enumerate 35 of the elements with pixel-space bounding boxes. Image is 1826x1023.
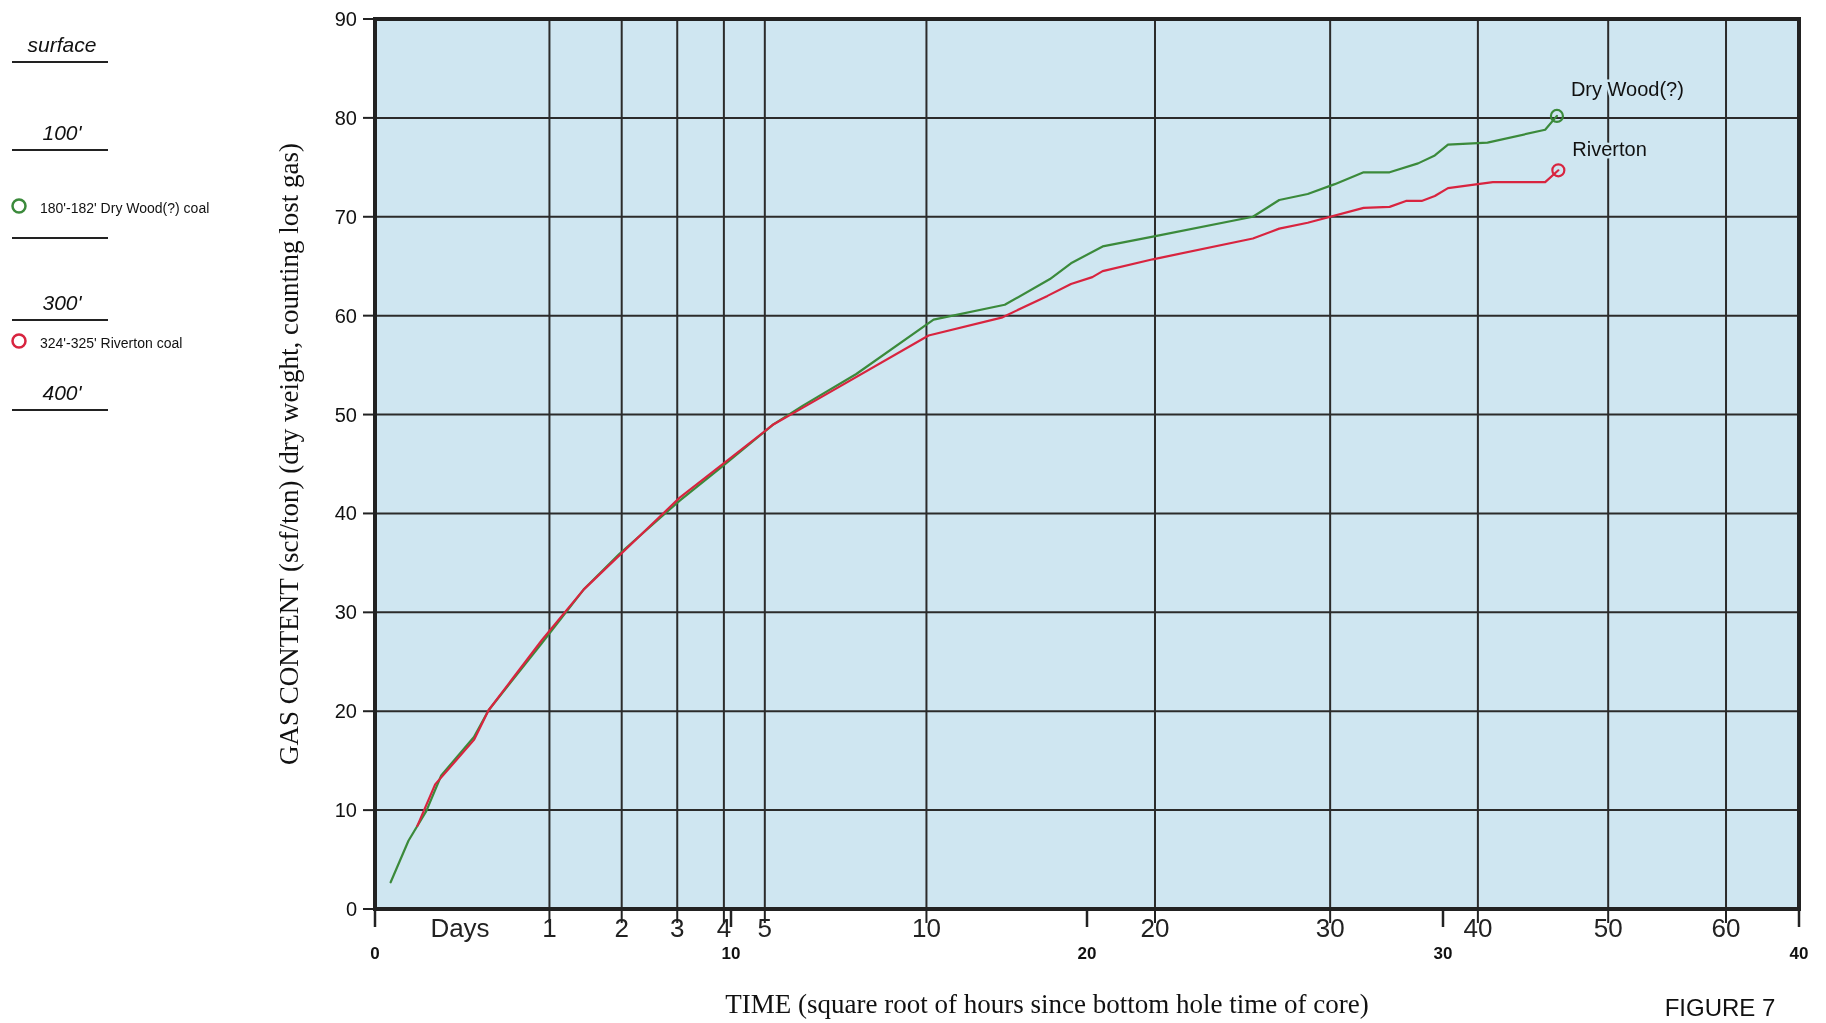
text: 10 <box>911 913 941 943</box>
x-axis-title: TIME (square root of hours since bottom hole time of core) <box>725 989 1369 1019</box>
text: 2 <box>614 913 629 943</box>
y-tick-label: 80 <box>334 106 357 129</box>
text: 180'-182' Dry Wood(?) coal <box>40 200 210 216</box>
text: 5 <box>757 913 773 943</box>
y-tick-label: 20 <box>334 700 357 723</box>
y-tick-label: 50 <box>334 403 357 426</box>
text: 300' <box>42 291 83 314</box>
caption: FIGURE 7 <box>1664 994 1776 1021</box>
text: surface <box>27 33 97 56</box>
x-tick-label: 0 <box>370 944 380 963</box>
y-tick-label: 40 <box>334 502 357 525</box>
y-tick-label: 30 <box>334 601 357 624</box>
text: 3 <box>670 913 685 943</box>
x-tick-label: 10 <box>721 944 741 963</box>
text: 60 <box>1711 913 1741 943</box>
text: Days <box>430 913 490 943</box>
x-tick-label: 30 <box>1433 944 1453 963</box>
text: 20 <box>1140 913 1170 943</box>
x-tick-label: 20 <box>1077 944 1097 963</box>
y-tick-label: 10 <box>334 799 357 822</box>
y-axis-title: GAS CONTENT (scf/ton) (dry weight, counting lost gas) <box>274 143 304 765</box>
text: 50 <box>1593 913 1623 943</box>
y-tick-label: 60 <box>334 304 357 327</box>
y-tick-label: 0 <box>345 898 357 920</box>
text: 30 <box>1315 913 1345 943</box>
x-tick-label: 40 <box>1789 944 1809 963</box>
text: 4 <box>716 913 732 943</box>
text: 400' <box>42 381 83 404</box>
text: 324'-325' Riverton coal <box>40 335 183 351</box>
text: 100' <box>42 121 83 144</box>
text: 40 <box>1463 913 1493 943</box>
y-tick-label: 90 <box>334 8 357 30</box>
y-tick-label: 70 <box>334 205 357 228</box>
